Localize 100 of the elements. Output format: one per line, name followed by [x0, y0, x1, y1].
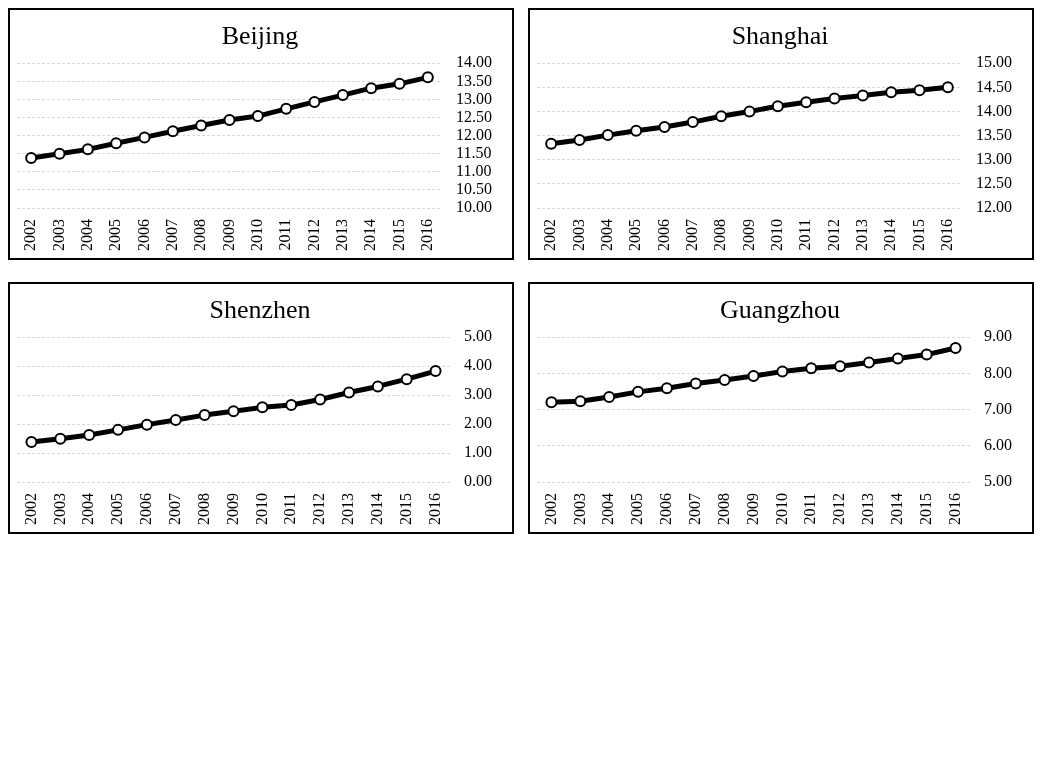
x-tick-label: 2003: [49, 219, 67, 251]
x-tick-label: 2015: [389, 219, 407, 251]
point: [336, 89, 349, 102]
y-tick-label: 12.00: [456, 125, 492, 143]
point: [256, 401, 269, 414]
point: [53, 147, 66, 160]
x-tick-label: 2007: [163, 219, 181, 251]
x-tick-label: 2014: [368, 493, 386, 525]
x-tick-label: 2006: [137, 493, 155, 525]
point: [920, 348, 933, 361]
point: [81, 143, 94, 156]
point: [227, 405, 240, 418]
point: [371, 380, 384, 393]
point: [828, 92, 841, 105]
x-tick-label: 2009: [223, 493, 241, 525]
point: [601, 129, 614, 142]
x-tick-label: 2012: [824, 219, 842, 251]
y-tick-label: 14.00: [976, 101, 1012, 119]
point: [660, 382, 673, 395]
point: [862, 356, 875, 369]
chart-title: Shanghai: [731, 21, 829, 51]
x-tick-label: 2003: [569, 219, 587, 251]
point: [421, 71, 434, 84]
point: [429, 365, 442, 378]
x-tick-label: 2010: [768, 219, 786, 251]
x-tick-label: 2005: [628, 493, 646, 525]
point: [834, 360, 847, 373]
point: [545, 137, 558, 150]
x-tick-label: 2009: [219, 219, 237, 251]
x-tick-label: 2009: [743, 493, 761, 525]
x-tick-label: 2004: [598, 219, 616, 251]
x-tick-label: 2004: [599, 493, 617, 525]
point: [110, 137, 123, 150]
point: [280, 102, 293, 115]
chart-title: Beijing: [221, 21, 299, 51]
x-tick-label: 2002: [21, 493, 39, 525]
y-tick-label: 11.50: [456, 143, 492, 161]
point: [25, 152, 38, 165]
y-tick-label: 13.50: [976, 125, 1012, 143]
point: [112, 423, 125, 436]
point: [574, 395, 587, 408]
point: [747, 369, 760, 382]
x-tick-label: 2010: [772, 493, 790, 525]
point: [365, 82, 378, 95]
point: [400, 373, 413, 386]
x-tick-label: 2016: [425, 493, 443, 525]
x-tick-label: 2010: [252, 493, 270, 525]
y-tick-label: 13.00: [976, 149, 1012, 167]
y-tick-label: 14.00: [456, 53, 492, 71]
point: [83, 429, 96, 442]
x-tick-label: 2005: [626, 219, 644, 251]
point: [686, 116, 699, 129]
x-tick-label: 2002: [21, 219, 39, 251]
point: [285, 398, 298, 411]
point: [949, 342, 962, 355]
x-tick-label: 2008: [711, 219, 729, 251]
point: [166, 125, 179, 138]
point: [632, 385, 645, 398]
point: [545, 396, 558, 409]
x-tick-label: 2011: [281, 493, 299, 525]
x-tick-label: 2012: [830, 493, 848, 525]
point: [138, 131, 151, 144]
y-tick-label: 9.00: [984, 327, 1012, 345]
point: [743, 105, 756, 118]
x-tick-label: 2014: [361, 219, 379, 251]
y-tick-label: 5.00: [464, 327, 492, 345]
point: [771, 100, 784, 113]
y-tick-label: 12.50: [456, 107, 492, 125]
x-tick-label: 2013: [853, 219, 871, 251]
point: [630, 124, 643, 137]
point: [941, 81, 954, 94]
x-tick-label: 2007: [685, 493, 703, 525]
x-tick-label: 2007: [683, 219, 701, 251]
point: [393, 77, 406, 90]
x-tick-label: 2010: [248, 219, 266, 251]
x-tick-label: 2012: [304, 219, 322, 251]
x-tick-label: 2011: [276, 219, 294, 251]
y-tick-label: 6.00: [984, 436, 1012, 453]
point: [718, 373, 731, 386]
x-tick-label: 2011: [796, 219, 814, 251]
point: [885, 86, 898, 99]
y-tick-label: 12.50: [976, 174, 1012, 192]
point: [805, 362, 818, 375]
point: [54, 432, 67, 445]
point: [856, 89, 869, 102]
point: [689, 377, 702, 390]
point: [603, 390, 616, 403]
point: [251, 110, 264, 123]
x-tick-label: 2016: [938, 219, 956, 251]
chart-title: Guangzhou: [720, 295, 840, 325]
y-tick-label: 2.00: [464, 414, 492, 432]
point: [195, 119, 208, 132]
y-tick-label: 13.50: [456, 71, 492, 89]
y-tick-label: 5.00: [984, 472, 1012, 490]
y-tick-label: 11.00: [456, 162, 492, 179]
point: [223, 114, 236, 127]
y-tick-label: 12.00: [976, 198, 1012, 216]
x-tick-label: 2006: [657, 493, 675, 525]
y-tick-label: 10.00: [456, 198, 492, 216]
chart-title: Shenzhen: [209, 295, 311, 325]
